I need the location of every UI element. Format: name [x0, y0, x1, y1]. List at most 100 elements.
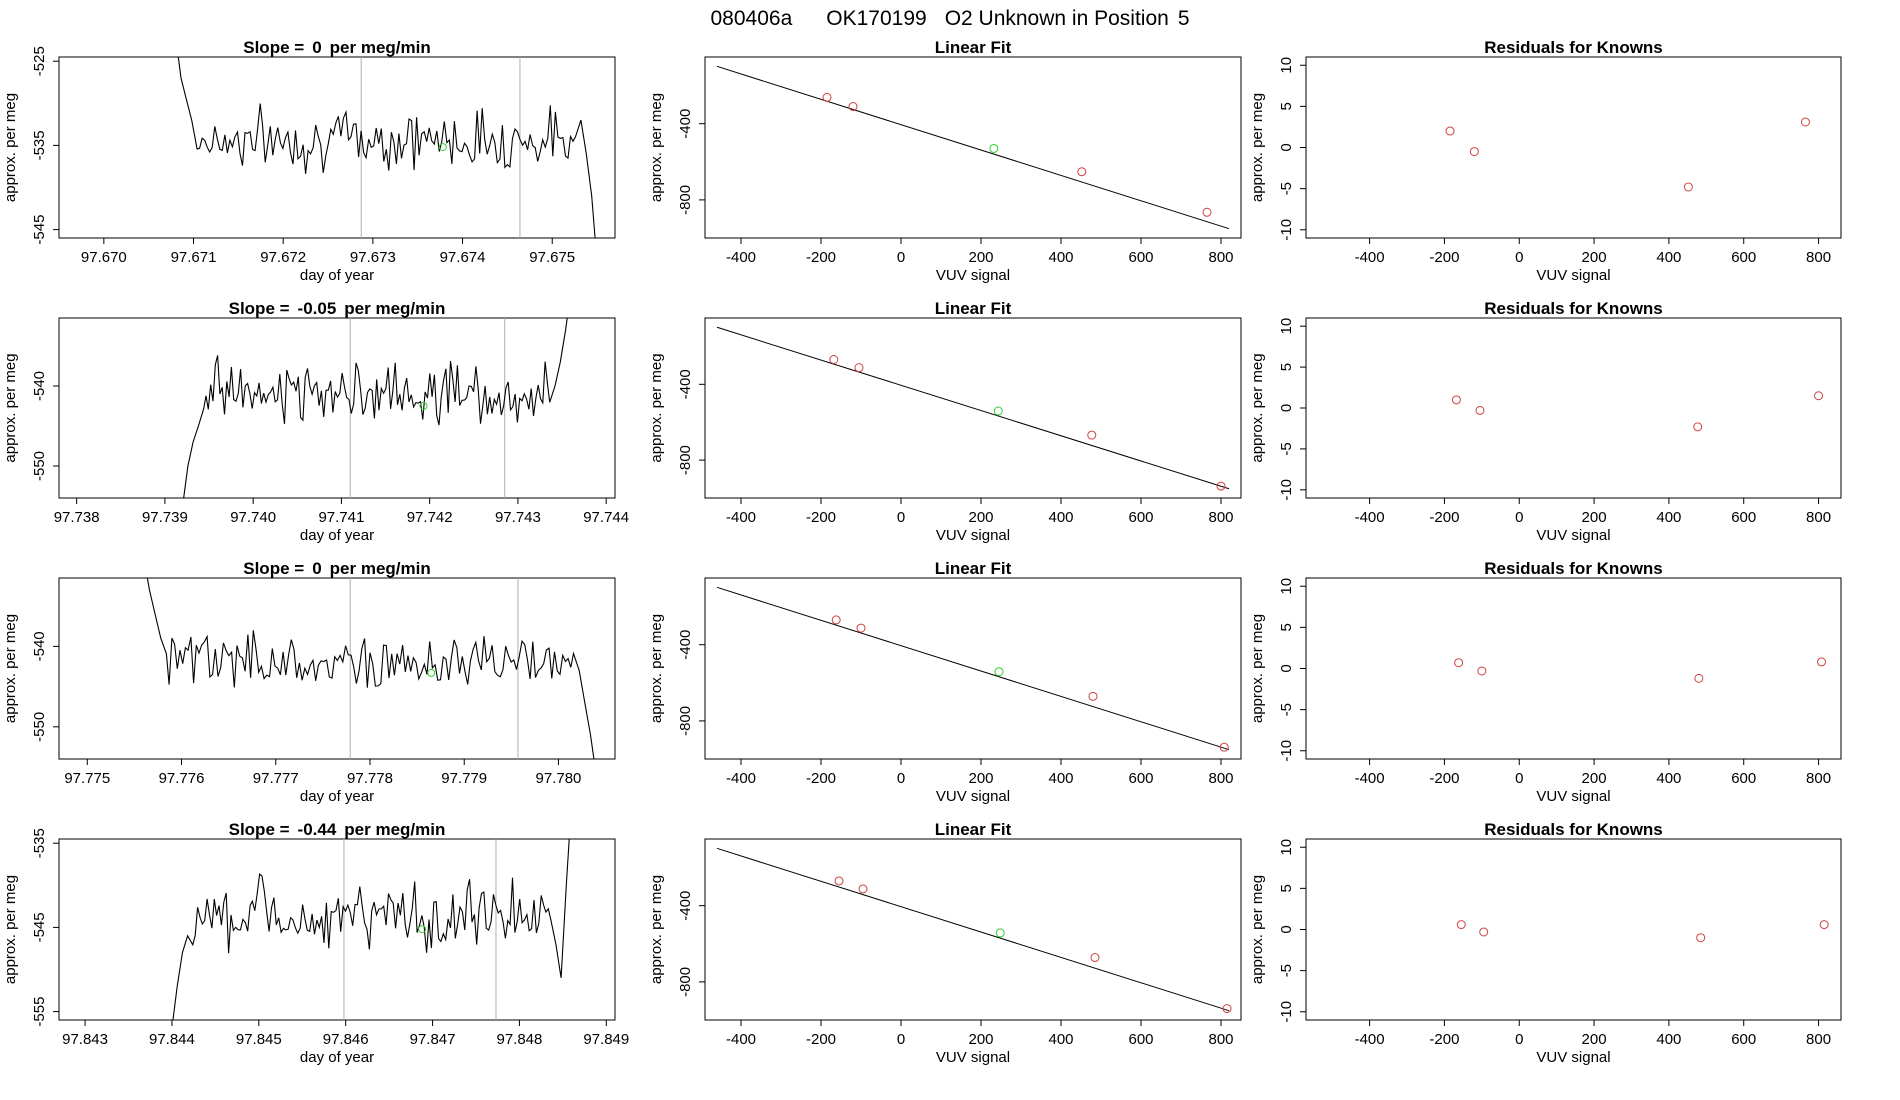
x-axis-label: VUV signal [1536, 788, 1610, 805]
y-tick-label: 10 [1278, 318, 1295, 335]
chart-panel-r3-c2: Linear Fit -400 -200 0 200 400 600 800 -400 -800 V… [648, 559, 1242, 805]
x-tick-label: 97.844 [149, 1031, 195, 1048]
x-tick-label: -200 [806, 509, 836, 526]
chart-panel-r2-c1: Slope = -0.05 per meg/min 97.738 97.739 97.74… [2, 299, 629, 544]
x-tick-label: 400 [1048, 249, 1073, 266]
y-axis-label: approx. per meg [1249, 614, 1266, 723]
residual-point [1694, 673, 1704, 683]
panel-title-suffix: per meg/min [330, 38, 431, 57]
x-tick-label: 97.779 [441, 770, 487, 787]
plot-area [177, 57, 596, 238]
plot-frame [58, 838, 616, 1021]
residual-point [1479, 927, 1489, 937]
x-tick-label: 97.848 [496, 1031, 542, 1048]
unknown-point [994, 667, 1004, 677]
chart-panel-r2-c3: Residuals for Knowns -400 -200 0 200 400 600 80… [1249, 299, 1842, 544]
fit-line [716, 326, 1230, 490]
y-tick-label: -535 [31, 130, 48, 160]
x-tick-label: -400 [726, 1031, 756, 1048]
unknown-marker [438, 143, 447, 152]
unknown-marker [427, 668, 436, 677]
x-tick-label: -200 [1429, 770, 1459, 787]
y-tick-label: -545 [31, 215, 48, 245]
y-tick-label: -800 [677, 967, 694, 997]
y-axis-label: approx. per meg [2, 614, 19, 723]
slope-value: -0.05 [298, 299, 337, 318]
x-tick-label: 97.780 [536, 770, 582, 787]
y-axis-label: approx. per meg [648, 93, 665, 202]
x-tick-label: -400 [726, 249, 756, 266]
x-tick-label: 600 [1128, 509, 1153, 526]
y-tick-label: -535 [31, 828, 48, 858]
residual-point [1819, 920, 1829, 930]
panel-title-suffix: per meg/min [330, 559, 431, 578]
residual-point [1451, 395, 1461, 405]
residual-point [1477, 666, 1487, 676]
x-tick-label: 97.847 [410, 1031, 456, 1048]
residual-point [1693, 422, 1703, 432]
plot-frame [58, 317, 616, 499]
x-tick-label: 200 [1582, 770, 1607, 787]
y-tick-label: -550 [31, 712, 48, 742]
x-tick-label: 0 [897, 770, 905, 787]
x-tick-label: 800 [1208, 770, 1233, 787]
position-number: 5 [1178, 7, 1190, 30]
x-tick-label: 97.675 [529, 249, 575, 266]
x-tick-label: 200 [968, 770, 993, 787]
y-tick-label: 10 [1278, 839, 1295, 856]
plot-frame [704, 838, 1242, 1021]
series-line [146, 578, 595, 759]
x-tick-label: 0 [897, 1031, 905, 1048]
chart-panel-r3-c3: Residuals for Knowns -400 -200 0 200 400 600 80… [1249, 559, 1842, 805]
x-tick-label: -400 [1355, 509, 1385, 526]
x-tick-label: 97.743 [495, 509, 541, 526]
x-tick-label: 600 [1731, 509, 1756, 526]
x-tick-label: 600 [1128, 770, 1153, 787]
x-tick-label: 97.673 [350, 249, 396, 266]
x-axis-label: day of year [300, 1049, 374, 1066]
x-tick-label: -400 [1355, 770, 1385, 787]
plot-frame [704, 56, 1242, 239]
y-tick-label: -525 [31, 46, 48, 76]
x-axis-label: day of year [300, 788, 374, 805]
x-tick-label: 800 [1806, 249, 1831, 266]
x-tick-label: 97.845 [236, 1031, 282, 1048]
x-tick-label: 200 [968, 1031, 993, 1048]
x-tick-label: 0 [1515, 770, 1523, 787]
chart-panel-r1-c3: Residuals for Knowns -400 -200 0 200 400 600 80… [1249, 38, 1842, 284]
known-point [1087, 430, 1097, 440]
y-tick-label: -800 [677, 185, 694, 215]
y-axis-label: approx. per meg [2, 93, 19, 202]
plot-frame [58, 577, 616, 760]
panel-title: Residuals for Knowns [1484, 299, 1663, 318]
x-tick-label: 800 [1208, 249, 1233, 266]
y-tick-label: -400 [677, 109, 694, 139]
x-tick-label: 97.846 [323, 1031, 369, 1048]
x-tick-label: 400 [1656, 249, 1681, 266]
x-tick-label: 0 [897, 249, 905, 266]
x-tick-label: 97.849 [583, 1031, 629, 1048]
x-tick-label: 97.777 [253, 770, 299, 787]
x-tick-label: 97.741 [318, 509, 364, 526]
y-axis-label: approx. per meg [1249, 875, 1266, 984]
panel-title: Linear Fit [935, 299, 1012, 318]
panel-title-suffix: per meg/min [344, 299, 445, 318]
cylinder-id: OK170199 [826, 7, 926, 30]
y-tick-label: -800 [677, 445, 694, 475]
figure-title: 080406a OK170199 O2 Unknown in Position 5 [711, 7, 1190, 30]
x-tick-label: 400 [1048, 770, 1073, 787]
known-point [829, 354, 839, 364]
unknown-point [993, 406, 1003, 416]
chart-panel-r3-c1: Slope = 0 per meg/min 97.775 97.776 97.777 97.… [2, 559, 616, 805]
y-axis-label: approx. per meg [2, 875, 19, 984]
x-tick-label: 0 [1515, 509, 1523, 526]
x-tick-label: 0 [1515, 1031, 1523, 1048]
plot-frame [704, 317, 1242, 499]
x-tick-label: 97.738 [54, 509, 100, 526]
x-tick-label: 800 [1208, 1031, 1233, 1048]
residual-point [1683, 182, 1693, 192]
x-tick-label: 400 [1048, 1031, 1073, 1048]
x-tick-label: 800 [1806, 1031, 1831, 1048]
slope-value: -0.44 [298, 820, 337, 839]
